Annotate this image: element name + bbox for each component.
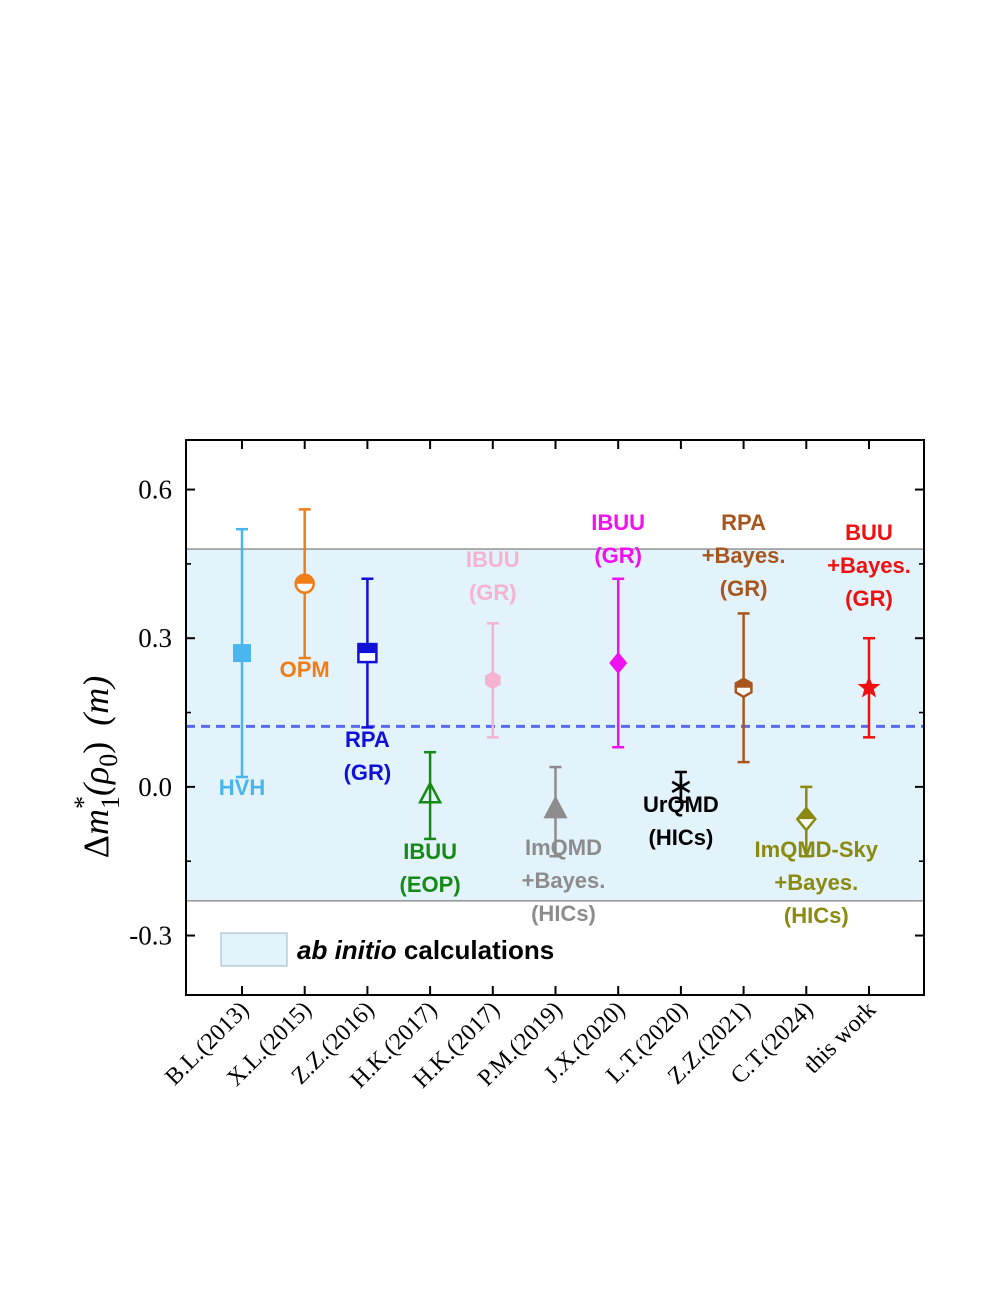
- data-point-group: [543, 765, 568, 858]
- data-point-group: [734, 612, 753, 764]
- ylabel-unit: (m): [76, 676, 116, 726]
- data-point-group: [294, 508, 315, 660]
- point-annotation: (GR): [845, 586, 893, 611]
- ylabel-arg-sub: 0: [94, 754, 123, 767]
- marker-diamond-half-fill: [797, 808, 816, 820]
- y-tick-label: 0.6: [138, 475, 172, 505]
- y-tick-label: 0.3: [138, 623, 172, 653]
- marker-triangle: [543, 795, 568, 819]
- point-annotation: ImQMD: [525, 835, 602, 860]
- point-annotation: ImQMD-Sky: [755, 837, 879, 862]
- point-annotation: IBUU: [591, 510, 645, 535]
- point-annotation: OPM: [280, 657, 330, 682]
- point-annotation: +Bayes.: [827, 553, 911, 578]
- legend-label: ab initio calculations: [297, 935, 554, 965]
- ylabel-arg: (ρ: [76, 767, 116, 796]
- data-point-group: [485, 622, 501, 739]
- point-annotation: (GR): [594, 543, 642, 568]
- y-axis-label: Δm*1(ρ0) (m): [69, 676, 125, 858]
- point-annotation: +Bayes.: [702, 543, 786, 568]
- point-annotation: +Bayes.: [774, 870, 858, 895]
- legend-label-space: [397, 935, 404, 965]
- data-point-group: [357, 577, 378, 729]
- point-annotation: (EOP): [400, 872, 461, 897]
- ylabel-arg-close: ): [76, 742, 116, 754]
- point-annotation: (GR): [469, 580, 517, 605]
- reference-lines: [186, 548, 924, 902]
- y-tick-label: -0.3: [129, 921, 172, 951]
- legend: ab initio calculations: [220, 932, 554, 967]
- point-annotation: (HICs): [649, 825, 714, 850]
- legend-swatch: [220, 932, 288, 967]
- ylabel-sub: 1: [96, 796, 125, 809]
- data-series: [233, 508, 881, 858]
- point-annotation: RPA: [721, 510, 766, 535]
- ylabel-delta: Δ: [76, 835, 116, 858]
- data-point-group: [857, 636, 881, 739]
- marker-hexagon-half-fill: [735, 678, 752, 688]
- point-annotation: (GR): [720, 576, 768, 601]
- data-point-group: [233, 527, 251, 779]
- marker-asterisk-stroke: [671, 780, 691, 793]
- marker-star: [857, 675, 881, 698]
- marker-diamond: [609, 651, 628, 674]
- marker-hexagon: [485, 671, 501, 690]
- data-point-group: [671, 770, 691, 803]
- point-annotation: HVH: [219, 775, 265, 800]
- y-tick-label: 0.0: [138, 772, 172, 802]
- point-annotation: IBUU: [403, 839, 457, 864]
- marker-circle-half-fill: [295, 574, 314, 584]
- data-point-group: [609, 577, 628, 749]
- legend-label-italic: ab initio: [297, 935, 397, 965]
- legend-label-rest: calculations: [404, 935, 554, 965]
- marker-square: [233, 644, 251, 663]
- ylabel-m: m: [76, 809, 116, 835]
- data-point-group: [418, 750, 443, 841]
- point-annotation: BUU: [845, 520, 893, 545]
- marker-square-half-fill: [358, 644, 377, 654]
- ylabel-star: *: [69, 796, 98, 809]
- point-annotation: (GR): [344, 760, 392, 785]
- point-annotation: UrQMD: [643, 792, 719, 817]
- point-annotation: +Bayes.: [522, 868, 606, 893]
- point-annotation: IBUU: [466, 547, 520, 572]
- data-point-group: [795, 785, 817, 858]
- point-annotation: (HICs): [531, 901, 596, 926]
- point-annotation: RPA: [345, 727, 390, 752]
- point-annotation: (HICs): [784, 903, 849, 928]
- annotations: HVH OPM RPA (GR) IBUU (EOP) IBUU (GR) ImQMD +Baye…: [219, 510, 911, 928]
- marker-triangle: [418, 780, 443, 804]
